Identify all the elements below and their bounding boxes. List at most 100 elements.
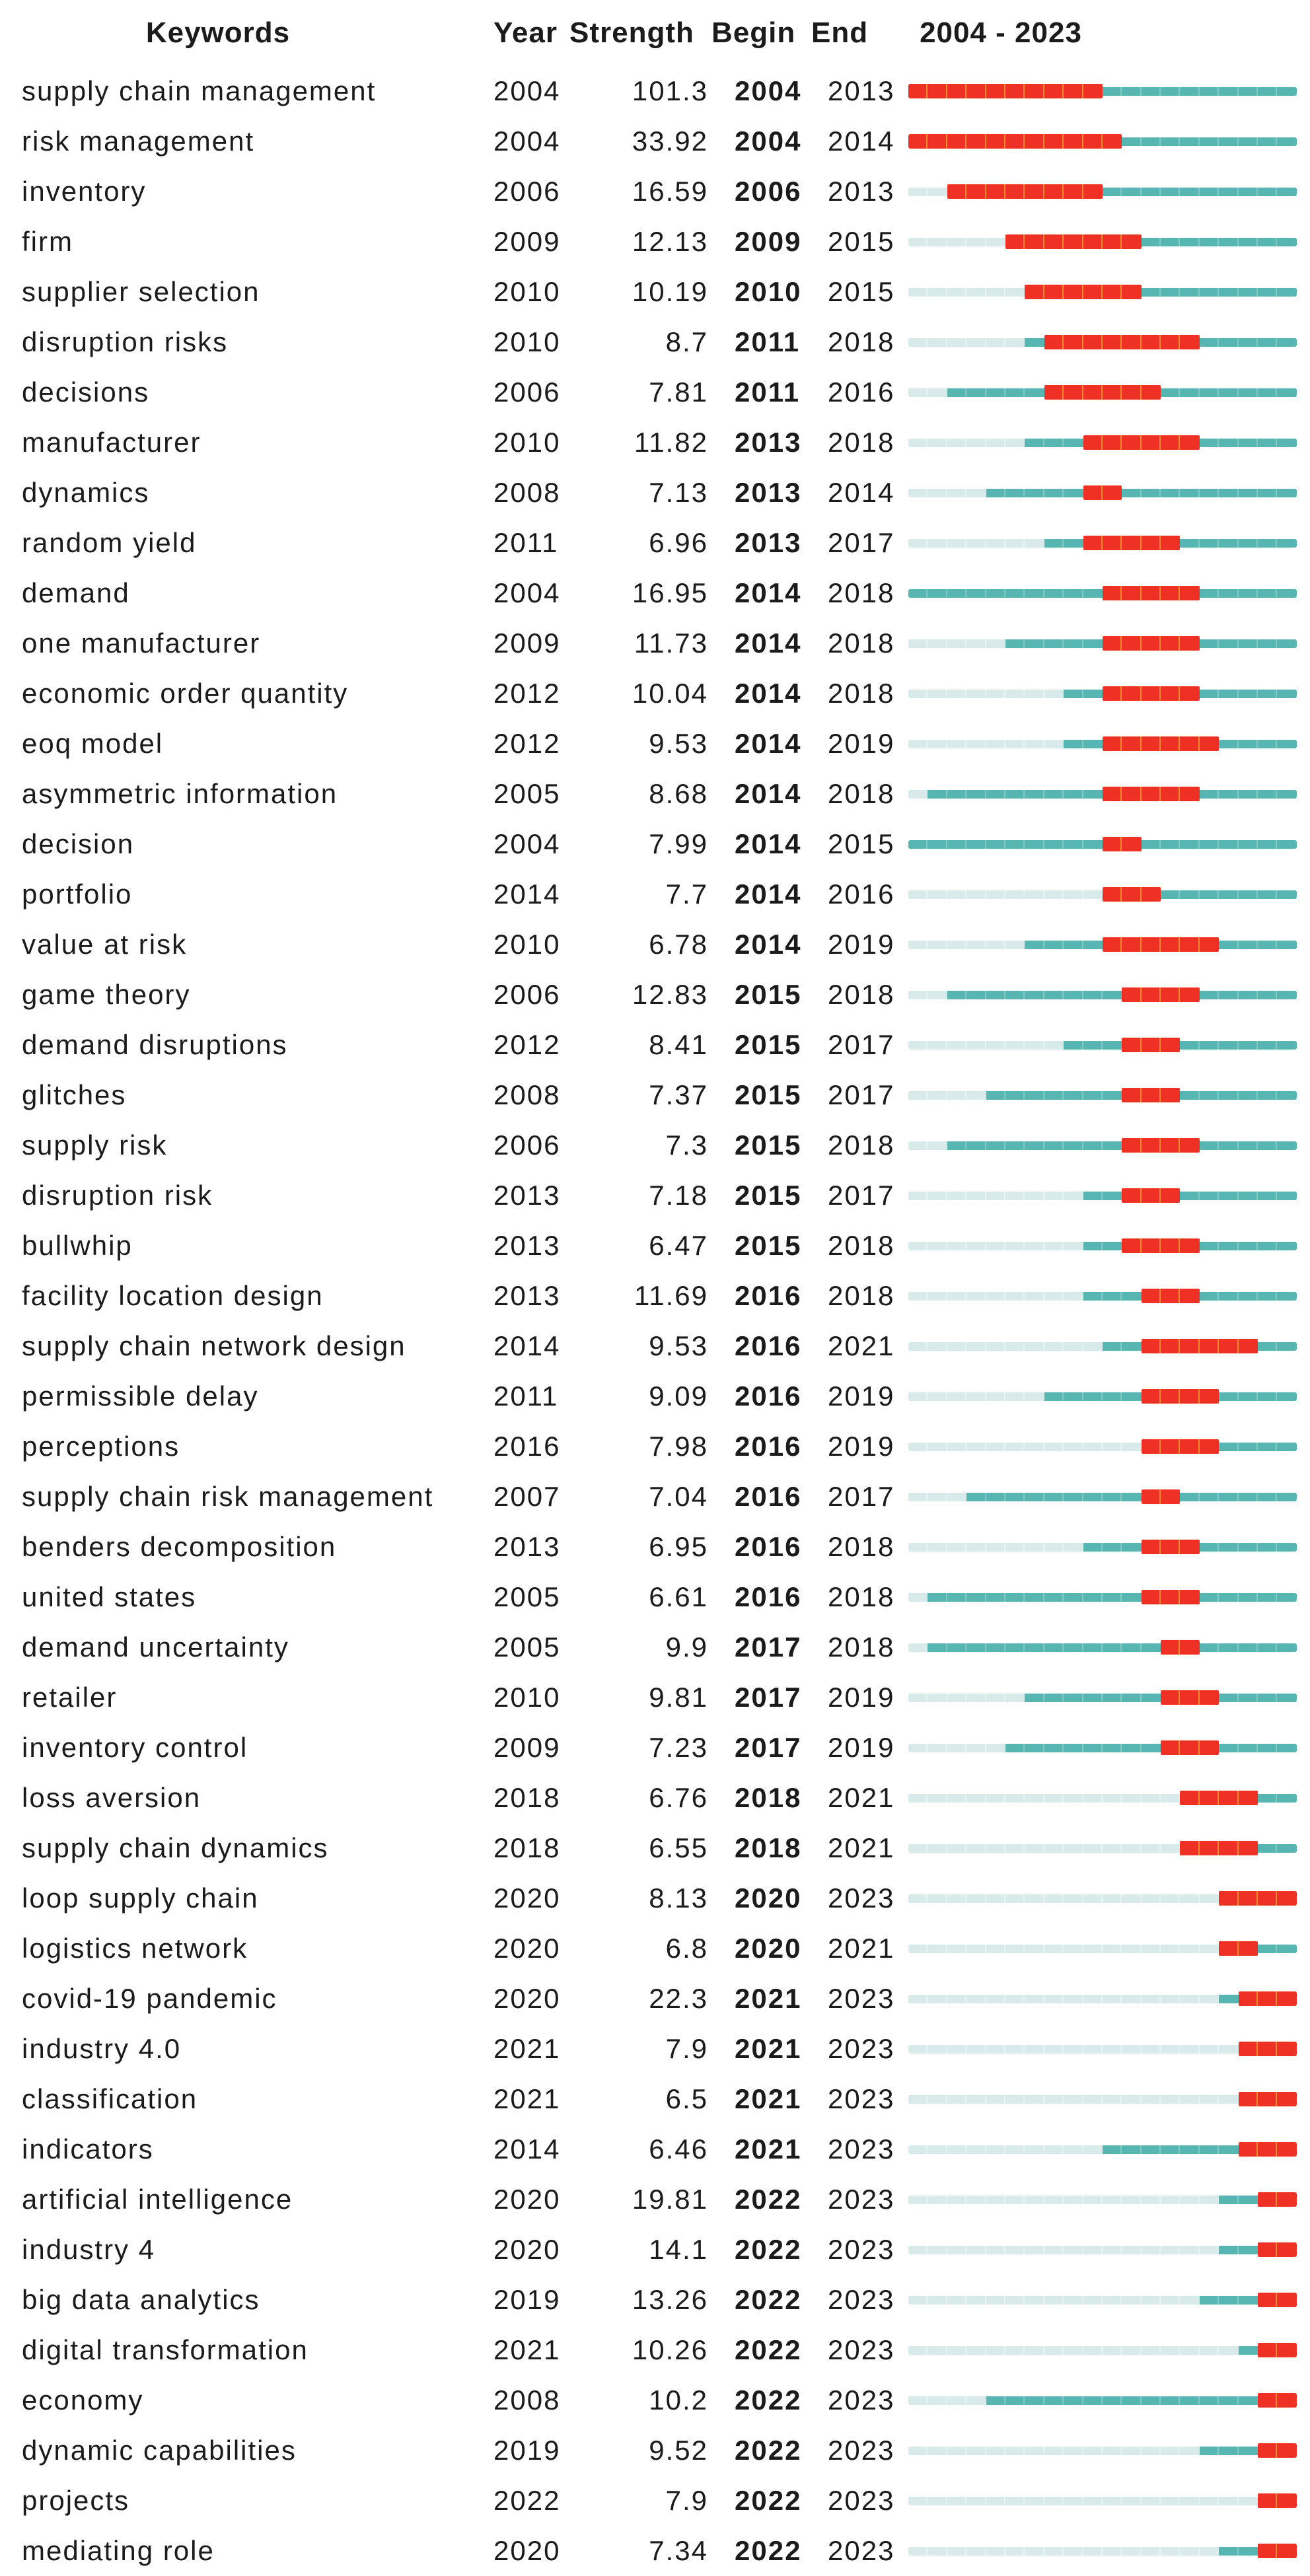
year-segment bbox=[1199, 1141, 1219, 1150]
end-value: 2017 bbox=[828, 1079, 895, 1110]
keyword-label: loop supply chain bbox=[22, 1882, 259, 1914]
strength-value: 7.04 bbox=[649, 1481, 708, 1512]
year-segment bbox=[1219, 2094, 1239, 2104]
year-segment bbox=[1180, 1640, 1200, 1655]
end-value: 2018 bbox=[828, 1230, 895, 1261]
end-value: 2017 bbox=[828, 527, 895, 558]
year-segment bbox=[1025, 2295, 1044, 2305]
begin-value: 2014 bbox=[735, 627, 802, 659]
strength-value: 7.9 bbox=[665, 2485, 708, 2516]
year-segment bbox=[1219, 1291, 1239, 1301]
keyword-label: supply chain dynamics bbox=[22, 1832, 329, 1863]
year-segment bbox=[1219, 639, 1239, 648]
year-segment bbox=[1219, 1241, 1239, 1250]
end-value: 2018 bbox=[828, 627, 895, 659]
year-segment bbox=[1219, 2496, 1239, 2505]
year-segment bbox=[1258, 137, 1278, 146]
year-segment bbox=[1219, 2295, 1239, 2305]
year-segment bbox=[986, 1191, 1005, 1200]
year-segment bbox=[908, 890, 928, 899]
year-segment bbox=[1238, 639, 1258, 648]
table-row: benders decomposition 2013 6.95 2016 2018 bbox=[0, 1522, 1310, 1572]
year-segment bbox=[1005, 589, 1025, 598]
year-value: 2009 bbox=[493, 226, 561, 257]
year-segment bbox=[947, 134, 967, 149]
year-segment bbox=[1064, 1291, 1083, 1301]
end-value: 2021 bbox=[828, 1782, 895, 1813]
year-segment bbox=[1005, 2295, 1025, 2305]
strength-value: 12.13 bbox=[632, 226, 708, 257]
year-segment bbox=[966, 2496, 986, 2505]
year-segment bbox=[1005, 1492, 1025, 1501]
burst-timeline-bar bbox=[908, 267, 1297, 317]
year-segment bbox=[1083, 739, 1103, 748]
year-segment bbox=[1277, 1542, 1297, 1552]
year-segment bbox=[1258, 1342, 1278, 1351]
year-segment bbox=[1141, 736, 1161, 751]
year-segment bbox=[1122, 1743, 1142, 1752]
year-value: 2018 bbox=[493, 1832, 561, 1863]
year-segment bbox=[1005, 1091, 1025, 1100]
year-segment bbox=[908, 187, 928, 196]
year-segment bbox=[1141, 636, 1161, 651]
year-segment bbox=[1199, 1191, 1219, 1200]
table-row: value at risk 2010 6.78 2014 2019 bbox=[0, 919, 1310, 970]
year-segment bbox=[908, 287, 928, 297]
year-segment bbox=[928, 739, 947, 748]
keyword-label: demand disruptions bbox=[22, 1029, 288, 1060]
year-segment bbox=[1258, 1843, 1278, 1853]
strength-value: 14.1 bbox=[649, 2234, 708, 2265]
year-segment bbox=[1122, 586, 1142, 600]
year-segment bbox=[1083, 940, 1103, 949]
year-segment bbox=[1122, 488, 1142, 497]
year-segment bbox=[1219, 187, 1239, 196]
year-segment bbox=[1083, 1843, 1103, 1853]
end-value: 2023 bbox=[828, 2033, 895, 2064]
begin-value: 2021 bbox=[735, 1983, 802, 2014]
year-segment bbox=[1064, 2295, 1083, 2305]
burst-timeline-bar bbox=[908, 1070, 1297, 1120]
year-segment bbox=[1044, 1091, 1064, 1100]
year-segment bbox=[1044, 184, 1064, 199]
begin-value: 2021 bbox=[735, 2083, 802, 2114]
year-segment bbox=[1083, 2245, 1103, 2254]
burst-timeline-bar bbox=[908, 1773, 1297, 1823]
year-segment bbox=[1005, 739, 1025, 748]
year-segment bbox=[1102, 636, 1122, 651]
year-segment bbox=[1064, 2094, 1083, 2104]
year-segment bbox=[1025, 1291, 1044, 1301]
year-segment bbox=[1238, 1339, 1258, 1353]
year-segment bbox=[1083, 840, 1103, 849]
year-segment bbox=[1238, 237, 1258, 246]
year-segment bbox=[1161, 2546, 1181, 2556]
year-segment bbox=[1005, 689, 1025, 698]
year-segment bbox=[1180, 1040, 1200, 1050]
year-segment bbox=[1199, 237, 1219, 246]
year-segment bbox=[1102, 1492, 1122, 1501]
year-segment bbox=[1161, 1038, 1181, 1052]
year-segment bbox=[1064, 589, 1083, 598]
year-segment bbox=[1238, 1791, 1258, 1805]
year-segment bbox=[1161, 1640, 1181, 1655]
year-segment bbox=[1277, 1891, 1297, 1906]
year-segment bbox=[986, 1241, 1005, 1250]
strength-value: 6.47 bbox=[649, 1230, 708, 1261]
burst-timeline-bar bbox=[908, 769, 1297, 819]
year-segment bbox=[1219, 338, 1239, 347]
year-segment bbox=[1122, 187, 1142, 196]
year-segment bbox=[1044, 2195, 1064, 2204]
year-segment bbox=[1064, 2195, 1083, 2204]
keyword-label: dynamic capabilities bbox=[22, 2435, 297, 2466]
table-row: economy 2008 10.2 2022 2023 bbox=[0, 2375, 1310, 2425]
year-segment bbox=[1199, 87, 1219, 96]
begin-value: 2022 bbox=[735, 2384, 802, 2415]
year-segment bbox=[966, 2094, 986, 2104]
year-segment bbox=[1044, 1141, 1064, 1150]
year-segment bbox=[1238, 1492, 1258, 1501]
year-segment bbox=[1141, 1944, 1161, 1953]
keyword-label: supply risk bbox=[22, 1129, 168, 1161]
year-segment bbox=[966, 2546, 986, 2556]
year-segment bbox=[1161, 536, 1181, 550]
year-segment bbox=[1161, 1994, 1181, 2003]
year-segment bbox=[1219, 388, 1239, 397]
